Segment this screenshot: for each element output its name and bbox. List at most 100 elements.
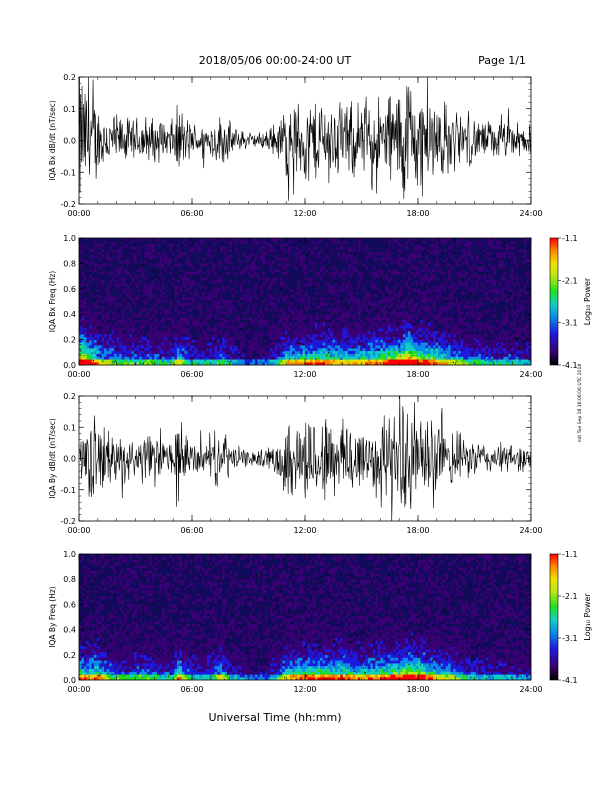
spectrogram-cell (357, 333, 361, 337)
spectrogram-cell (259, 254, 263, 258)
spectrogram-cell (322, 322, 326, 326)
spectrogram-cell (84, 277, 87, 281)
spectrogram-cell (257, 348, 260, 352)
spectrogram-cell (305, 305, 308, 309)
spectrogram-cell (274, 342, 278, 346)
spectrogram-cell (287, 319, 291, 323)
spectrogram-cell (136, 288, 140, 292)
spectrogram-cell (397, 325, 401, 329)
spectrogram-cell (458, 362, 461, 366)
spectrogram-speckle (152, 270, 154, 272)
spectrogram-cell (239, 240, 243, 244)
spectrogram-cell (116, 348, 120, 352)
spectrogram-cell (370, 322, 373, 326)
spectrogram-speckle (239, 328, 241, 329)
spectrogram-cell (186, 333, 190, 337)
spectrogram-cell (269, 342, 273, 346)
spectrogram-cell (242, 362, 245, 366)
spectrogram-cell (302, 300, 306, 304)
spectrogram-cell (156, 350, 160, 354)
spectrogram-speckle (389, 280, 391, 281)
spectrogram-speckle (395, 317, 397, 319)
spectrogram-cell (385, 297, 389, 301)
spectrogram-cell (470, 333, 474, 337)
spectrogram-cell (350, 348, 353, 352)
spectrogram-cell (315, 350, 318, 354)
spectrogram-cell (229, 300, 233, 304)
spectrogram-cell (332, 333, 336, 337)
spectrogram-cell (317, 350, 321, 354)
spectrogram-cell (234, 348, 238, 352)
spectrogram-cell (136, 294, 140, 298)
spectrogram-cell (249, 362, 253, 366)
spectrogram-cell (99, 362, 102, 366)
spectrogram-cell (156, 263, 160, 267)
spectrogram-speckle (142, 321, 144, 323)
spectrogram-cell (192, 246, 195, 250)
spectrogram-cell (106, 356, 110, 360)
spectrogram-cell (164, 339, 168, 343)
spectrogram-cell (350, 342, 353, 346)
spectrogram-cell (287, 362, 291, 366)
spectrogram-cell (224, 342, 228, 346)
spectrogram-cell (418, 359, 421, 363)
spectrogram-cell (141, 322, 145, 326)
spectrogram-cell (463, 249, 466, 253)
spectrogram-cell (106, 285, 110, 289)
spectrogram-cell (465, 252, 469, 256)
spectrogram-cell (199, 356, 203, 360)
spectrogram-cell (528, 359, 532, 363)
spectrogram-cell (111, 325, 115, 329)
spectrogram-cell (362, 297, 366, 301)
spectrogram-speckle (171, 295, 173, 297)
spectrogram-cell (325, 333, 328, 337)
spectrogram-cell (259, 345, 263, 349)
spectrogram-cell (335, 342, 338, 346)
spectrogram-cell (202, 271, 205, 275)
spectrogram-cell (407, 356, 411, 360)
spectrogram-speckle (224, 307, 226, 309)
spectrogram-speckle (237, 245, 239, 247)
spectrogram-cell (433, 249, 436, 253)
spectrogram-speckle (381, 267, 383, 269)
spectrogram-cell (315, 271, 318, 275)
spectrogram-cell (111, 362, 115, 366)
spectrogram-cell (264, 243, 268, 247)
spectrogram-cell (402, 319, 406, 323)
spectrogram-speckle (522, 254, 524, 256)
spectrogram-cell (468, 362, 471, 366)
spectrogram-cell (89, 274, 92, 278)
spectrogram-cell (171, 336, 175, 340)
spectrogram-cell (207, 297, 210, 301)
spectrogram-speckle (396, 305, 397, 307)
spectrogram-cell (397, 260, 401, 264)
spectrogram-cell (327, 257, 331, 261)
spectrogram-speckle (196, 285, 198, 287)
spectrogram-cell (483, 291, 486, 295)
spectrogram-cell (385, 277, 389, 281)
spectrogram-cell (382, 342, 386, 346)
spectrogram-cell (257, 274, 260, 278)
spectrogram-cell (272, 302, 276, 306)
spectrogram-cell (199, 322, 203, 326)
spectrogram-cell (282, 336, 286, 340)
spectrogram-cell (139, 362, 142, 366)
spectrogram-cell (149, 288, 153, 292)
spectrogram-cell (370, 339, 373, 343)
spectrogram-cell (297, 314, 301, 318)
spectrogram-cell (219, 331, 223, 335)
spectrogram-cell (478, 243, 481, 247)
spectrogram-cell (345, 362, 348, 366)
spectrogram-cell (106, 339, 110, 343)
spectrogram-cell (438, 353, 441, 357)
spectrogram-cell (89, 317, 92, 321)
spectrogram-cell (169, 280, 173, 284)
spectrogram-cell (141, 325, 145, 329)
spectrogram-cell (254, 238, 258, 242)
spectrogram-speckle (324, 255, 326, 257)
spectrogram-cell (525, 356, 529, 360)
spectrogram-cell (307, 246, 311, 250)
spectrogram-cell (116, 302, 120, 306)
spectrogram-cell (279, 283, 283, 287)
spectrogram-cell (382, 353, 386, 357)
